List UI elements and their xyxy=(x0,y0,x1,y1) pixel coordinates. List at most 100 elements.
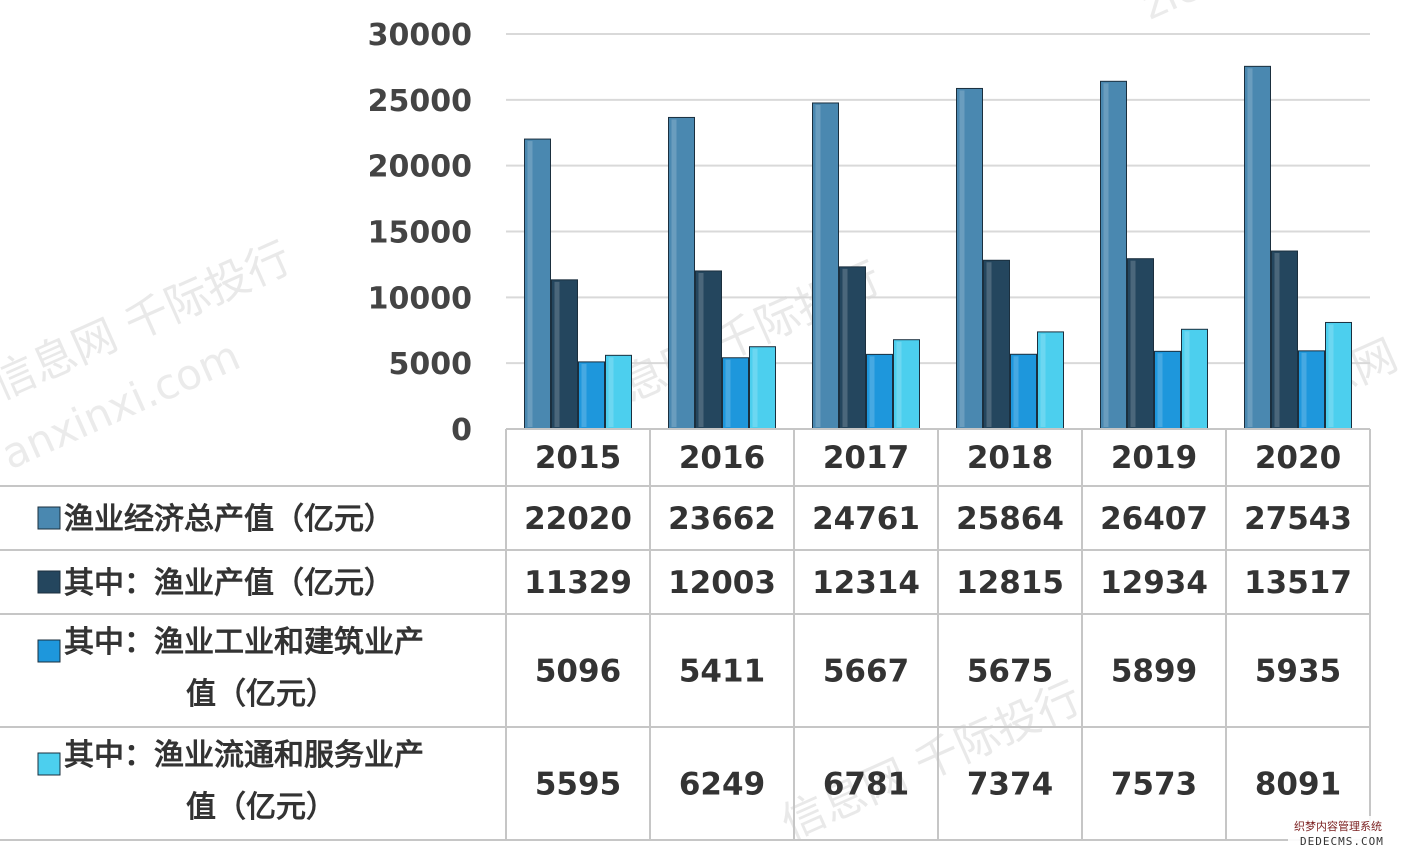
bar-highlight xyxy=(1328,324,1334,427)
bar-highlight xyxy=(1103,83,1109,427)
bar-highlight xyxy=(1274,253,1280,427)
legend-label: 渔业经济总产值（亿元） xyxy=(64,502,394,537)
bar-highlight xyxy=(1040,333,1046,427)
bar xyxy=(1298,350,1325,430)
bar xyxy=(893,339,920,430)
bar xyxy=(1271,250,1298,430)
bar-highlight xyxy=(1157,353,1163,427)
data-label: 5675 xyxy=(967,654,1053,690)
legend-key xyxy=(37,570,61,594)
data-label: 7573 xyxy=(1111,767,1197,803)
bar xyxy=(1127,258,1154,430)
bar-highlight xyxy=(1013,356,1019,427)
data-label: 5935 xyxy=(1255,654,1341,690)
bar xyxy=(749,346,776,430)
bar xyxy=(695,270,722,430)
bar-highlight xyxy=(1184,331,1190,427)
bar-highlight xyxy=(725,359,731,427)
y-tick-label: 0 xyxy=(451,413,472,448)
data-label: 26407 xyxy=(1100,501,1208,537)
y-axis-ticks: 30000 25000 20000 15000 10000 5000 0 xyxy=(368,18,472,448)
bar-highlight xyxy=(1130,260,1136,427)
bar xyxy=(1154,350,1181,430)
bar-highlight xyxy=(554,281,560,427)
x-tick-label: 2016 xyxy=(679,440,765,476)
data-label: 12815 xyxy=(956,565,1064,601)
y-tick-label: 25000 xyxy=(368,84,472,119)
bar-highlight xyxy=(959,90,965,427)
bar xyxy=(524,138,551,430)
data-label: 12934 xyxy=(1100,565,1208,601)
corner-badge-title: 织梦内容管理系统 xyxy=(1294,819,1382,833)
bar-highlight xyxy=(608,357,614,427)
bar xyxy=(1181,328,1208,430)
data-label: 27543 xyxy=(1244,501,1352,537)
legend-label: 其中：渔业产值（亿元） xyxy=(64,566,394,601)
x-tick-label: 2020 xyxy=(1255,440,1341,476)
y-tick-label: 30000 xyxy=(368,18,472,53)
data-label: 22020 xyxy=(524,501,632,537)
bar xyxy=(1325,321,1352,430)
x-tick-label: 2017 xyxy=(823,440,909,476)
corner-badge: 织梦内容管理系统 DEDECMS.COM xyxy=(1288,816,1394,850)
bar xyxy=(983,259,1010,430)
legend-key xyxy=(37,639,61,663)
data-label: 5096 xyxy=(535,654,621,690)
bar-highlight xyxy=(752,348,758,427)
data-label: 6249 xyxy=(679,767,765,803)
bar xyxy=(1244,65,1271,430)
watermark-text: 信息网 千际投行 xyxy=(774,672,1089,850)
corner-badge-bg xyxy=(1288,816,1394,850)
data-label: 12314 xyxy=(812,565,920,601)
bar-highlight xyxy=(527,141,533,427)
data-label: 24761 xyxy=(812,501,920,537)
legend-label: 值（亿元） xyxy=(186,677,336,712)
corner-badge-url: DEDECMS.COM xyxy=(1300,835,1384,848)
data-label: 5595 xyxy=(535,767,621,803)
data-label: 25864 xyxy=(956,501,1064,537)
data-label: 12003 xyxy=(668,565,776,601)
bar-highlight xyxy=(815,104,821,427)
bars xyxy=(524,65,1352,430)
bar-highlight xyxy=(869,356,875,427)
bar-highlight xyxy=(1247,68,1253,428)
data-label: 5411 xyxy=(679,654,765,690)
data-label: 8091 xyxy=(1255,767,1341,803)
bar xyxy=(1037,331,1064,430)
x-tick-label: 2018 xyxy=(967,440,1053,476)
bar xyxy=(605,354,632,430)
bar-highlight xyxy=(581,363,587,427)
data-label: 6781 xyxy=(823,767,909,803)
bar-highlight xyxy=(986,262,992,427)
x-tick-label: 2019 xyxy=(1111,440,1197,476)
data-table: 2015 2016 2017 2018 2019 2020 渔业经济总产值（亿元） 22020… xyxy=(0,428,1371,841)
data-label: 11329 xyxy=(524,565,632,601)
y-tick-label: 15000 xyxy=(368,216,472,251)
bar xyxy=(866,353,893,430)
y-tick-label: 10000 xyxy=(368,281,472,316)
bar xyxy=(812,102,839,430)
y-tick-label: 20000 xyxy=(368,150,472,185)
bar-highlight xyxy=(1301,352,1307,427)
bar-highlight xyxy=(842,268,848,427)
legend-label: 值（亿元） xyxy=(186,790,336,825)
legend-label: 其中：渔业工业和建筑业产 xyxy=(64,625,424,660)
bar xyxy=(578,361,605,430)
legend-label: 其中：渔业流通和服务业产 xyxy=(64,738,424,773)
y-tick-label: 5000 xyxy=(389,347,473,382)
data-label: 23662 xyxy=(668,501,776,537)
legend-key xyxy=(37,506,61,530)
bar-highlight xyxy=(698,272,704,427)
bar-highlight xyxy=(671,119,677,428)
x-tick-label: 2015 xyxy=(535,440,621,476)
data-label: 5667 xyxy=(823,654,909,690)
watermark-url: zichanxinxi.com xyxy=(1134,0,1402,29)
gridlines xyxy=(506,33,1370,365)
data-label: 5899 xyxy=(1111,654,1197,690)
data-label: 7374 xyxy=(967,767,1053,803)
bar-highlight xyxy=(896,341,902,427)
bar xyxy=(551,279,578,430)
data-label: 13517 xyxy=(1244,565,1352,601)
legend-key xyxy=(37,752,61,776)
